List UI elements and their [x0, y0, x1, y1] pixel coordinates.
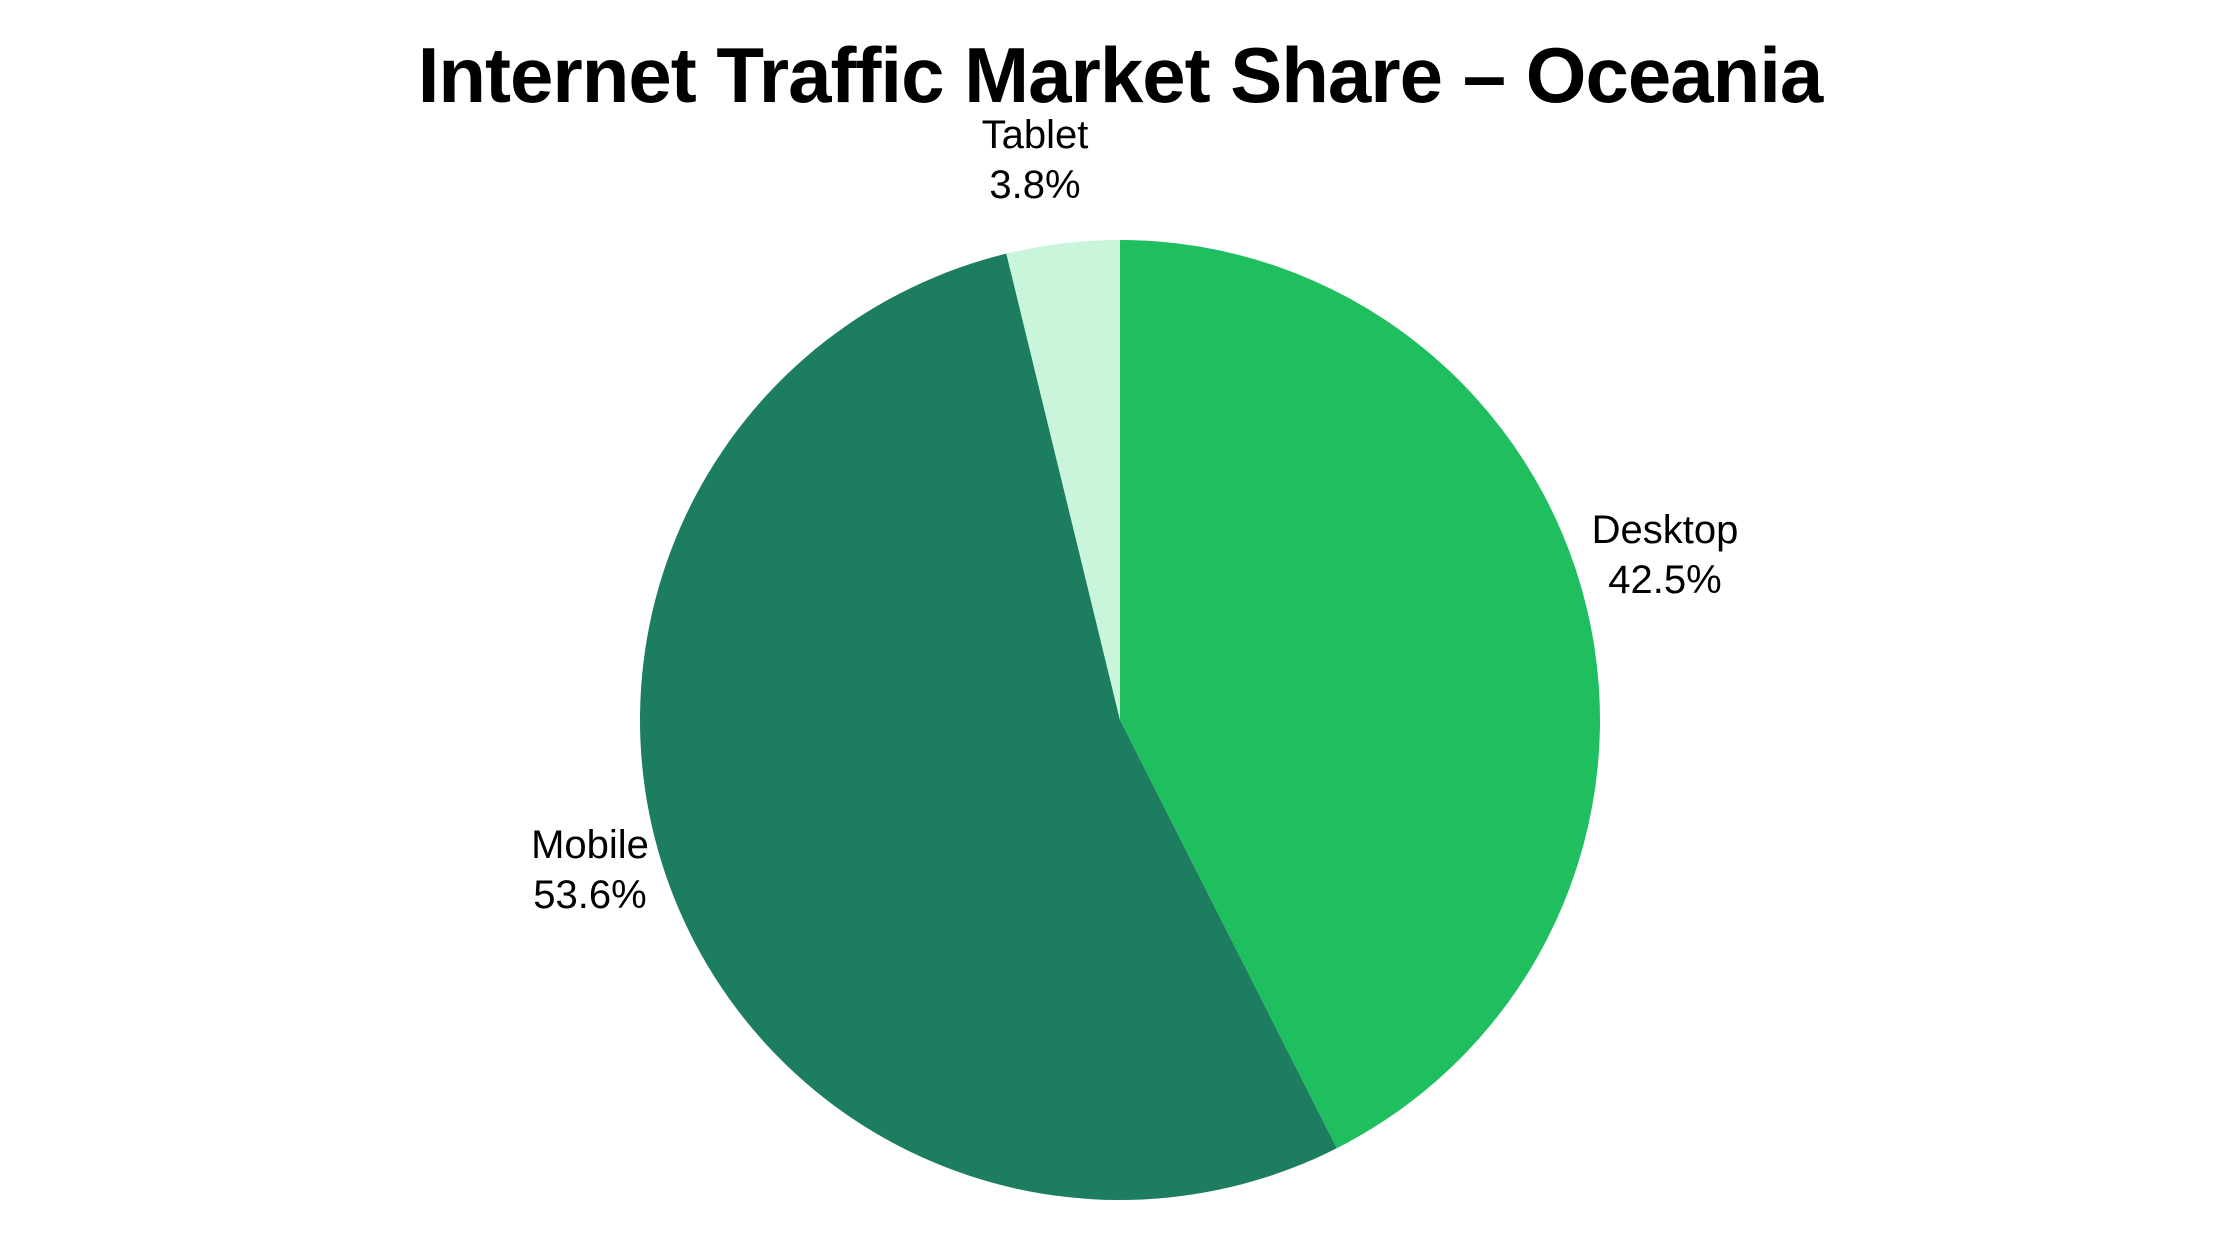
slice-label-name: Tablet — [982, 110, 1089, 160]
slice-label-tablet: Tablet3.8% — [982, 110, 1089, 210]
chart-title: Internet Traffic Market Share – Oceania — [0, 30, 2240, 121]
pie-chart — [640, 240, 1600, 1205]
slice-label-name: Desktop — [1592, 505, 1739, 555]
slice-label-mobile: Mobile53.6% — [531, 820, 649, 920]
slice-label-percent: 3.8% — [982, 160, 1089, 210]
slice-label-name: Mobile — [531, 820, 649, 870]
slice-label-percent: 53.6% — [531, 870, 649, 920]
slice-label-percent: 42.5% — [1592, 555, 1739, 605]
slice-label-desktop: Desktop42.5% — [1592, 505, 1739, 605]
chart-container: Internet Traffic Market Share – Oceania … — [0, 0, 2240, 1260]
pie-svg — [640, 240, 1600, 1200]
